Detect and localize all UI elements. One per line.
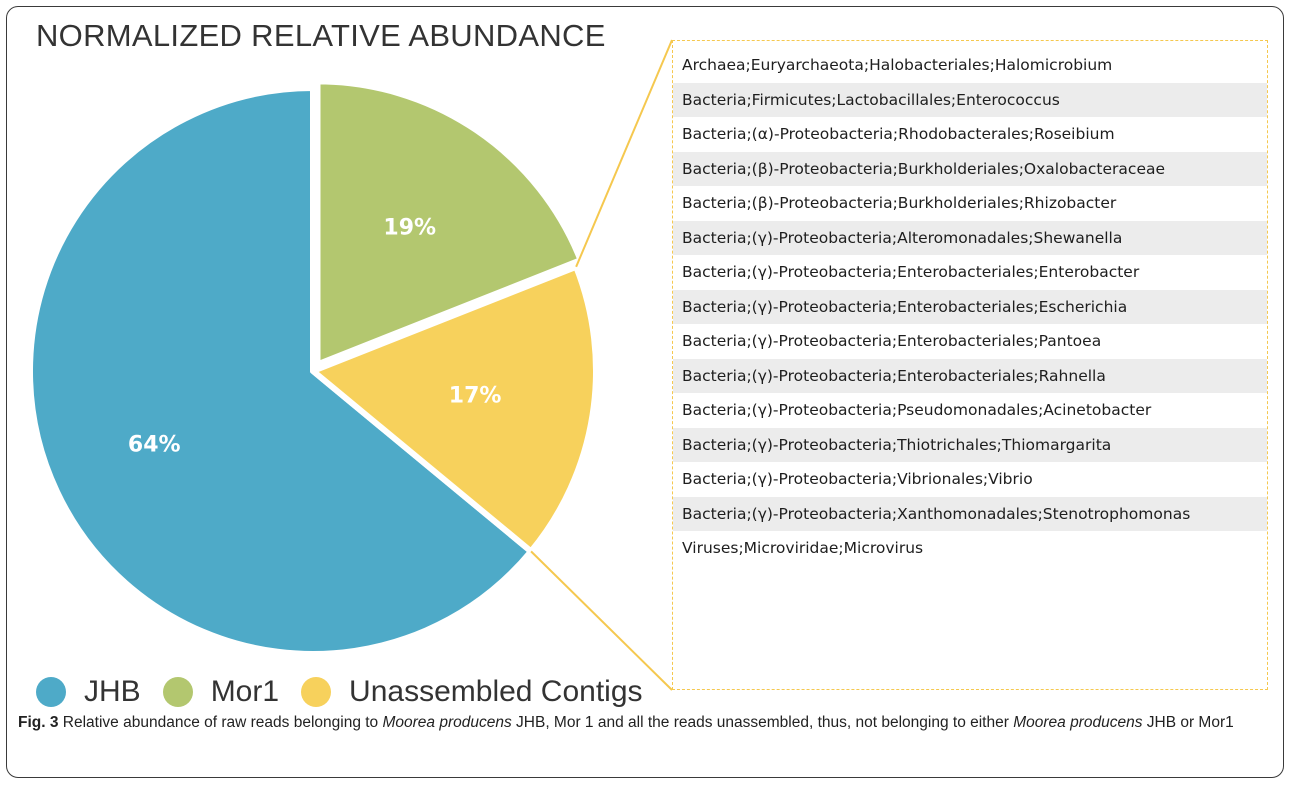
connector-line-bottom xyxy=(530,550,673,691)
slice-label-jhb: 64% xyxy=(128,433,181,458)
taxa-row: Viruses;Microviridae;Microvirus xyxy=(682,539,924,557)
chart-legend: JHB Mor1 Unassembled Contigs xyxy=(36,672,665,712)
taxa-row: Bacteria;Firmicutes;Lactobacillales;Ente… xyxy=(673,82,1267,117)
taxa-row: Bacteria;(β)-Proteobacteria;Burkholderia… xyxy=(682,194,1117,212)
taxa-row: Bacteria;(γ)-Proteobacteria;Enterobacter… xyxy=(673,358,1267,393)
caption-text-1: Relative abundance of raw reads belongin… xyxy=(58,714,383,731)
legend-item-jhb: JHB xyxy=(36,675,141,709)
legend-swatch-mor1 xyxy=(162,677,193,707)
caption-italic-1: Moorea producens xyxy=(382,714,512,731)
breakout-taxa-list: Archaea;Euryarchaeota;Halobacteriales;Ha… xyxy=(672,40,1268,690)
taxa-row: Bacteria;(γ)-Proteobacteria;Alteromonada… xyxy=(673,220,1267,255)
figure-frame xyxy=(6,6,1284,778)
legend-swatch-jhb xyxy=(36,677,66,707)
legend-label-jhb: JHB xyxy=(84,675,141,708)
taxa-row: Bacteria;(γ)-Proteobacteria;Vibrionales;… xyxy=(682,470,1033,488)
pie-slice-unassembled-contigs xyxy=(310,263,599,555)
legend-label-mor1: Mor1 xyxy=(210,675,280,708)
taxa-row: Bacteria;(γ)-Proteobacteria;Xanthomonada… xyxy=(673,496,1267,531)
taxa-row: Bacteria;(γ)-Proteobacteria;Pseudomonada… xyxy=(682,401,1152,419)
taxa-row: Bacteria;(α)-Proteobacteria;Rhodobactera… xyxy=(682,125,1115,143)
legend-item-unassembled: Unassembled Contigs xyxy=(301,675,643,709)
taxa-row: Bacteria;(β)-Proteobacteria;Burkholderia… xyxy=(673,151,1267,186)
legend-label-unassembled: Unassembled Contigs xyxy=(349,675,643,708)
taxa-row: Archaea;Euryarchaeota;Halobacteriales;Ha… xyxy=(682,56,1113,74)
chart-title: NORMALIZED RELATIVE ABUNDANCE xyxy=(36,18,606,53)
caption-italic-2: Moorea producens xyxy=(1013,714,1143,731)
caption-fig-label: Fig. 3 xyxy=(18,714,59,731)
legend-swatch-unassembled xyxy=(301,677,332,707)
figure-caption: Fig. 3 Relative abundance of raw reads b… xyxy=(18,710,1268,735)
caption-text-2: JHB, Mor 1 and all the reads unassembled… xyxy=(511,714,1014,731)
taxa-row: Bacteria;(γ)-Proteobacteria;Thiotrichale… xyxy=(673,427,1267,462)
slice-label-mor1: 19% xyxy=(383,216,436,241)
taxa-row: Bacteria;(γ)-Proteobacteria;Enterobacter… xyxy=(682,263,1140,281)
caption-text-3: JHB or Mor1 xyxy=(1142,714,1234,731)
taxa-row: Bacteria;(γ)-Proteobacteria;Enterobacter… xyxy=(682,332,1102,350)
connector-line-top xyxy=(575,39,673,268)
slice-label-unassembled-contigs: 17% xyxy=(449,384,502,409)
legend-item-mor1: Mor1 xyxy=(162,675,280,709)
taxa-row: Bacteria;(γ)-Proteobacteria;Enterobacter… xyxy=(673,289,1267,324)
pie-slice-jhb xyxy=(27,85,535,657)
pie-slice-mor1 xyxy=(314,78,584,368)
